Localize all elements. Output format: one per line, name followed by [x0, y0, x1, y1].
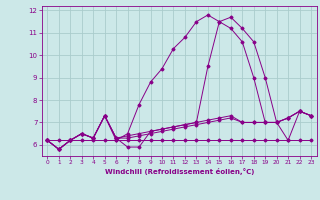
- X-axis label: Windchill (Refroidissement éolien,°C): Windchill (Refroidissement éolien,°C): [105, 168, 254, 175]
